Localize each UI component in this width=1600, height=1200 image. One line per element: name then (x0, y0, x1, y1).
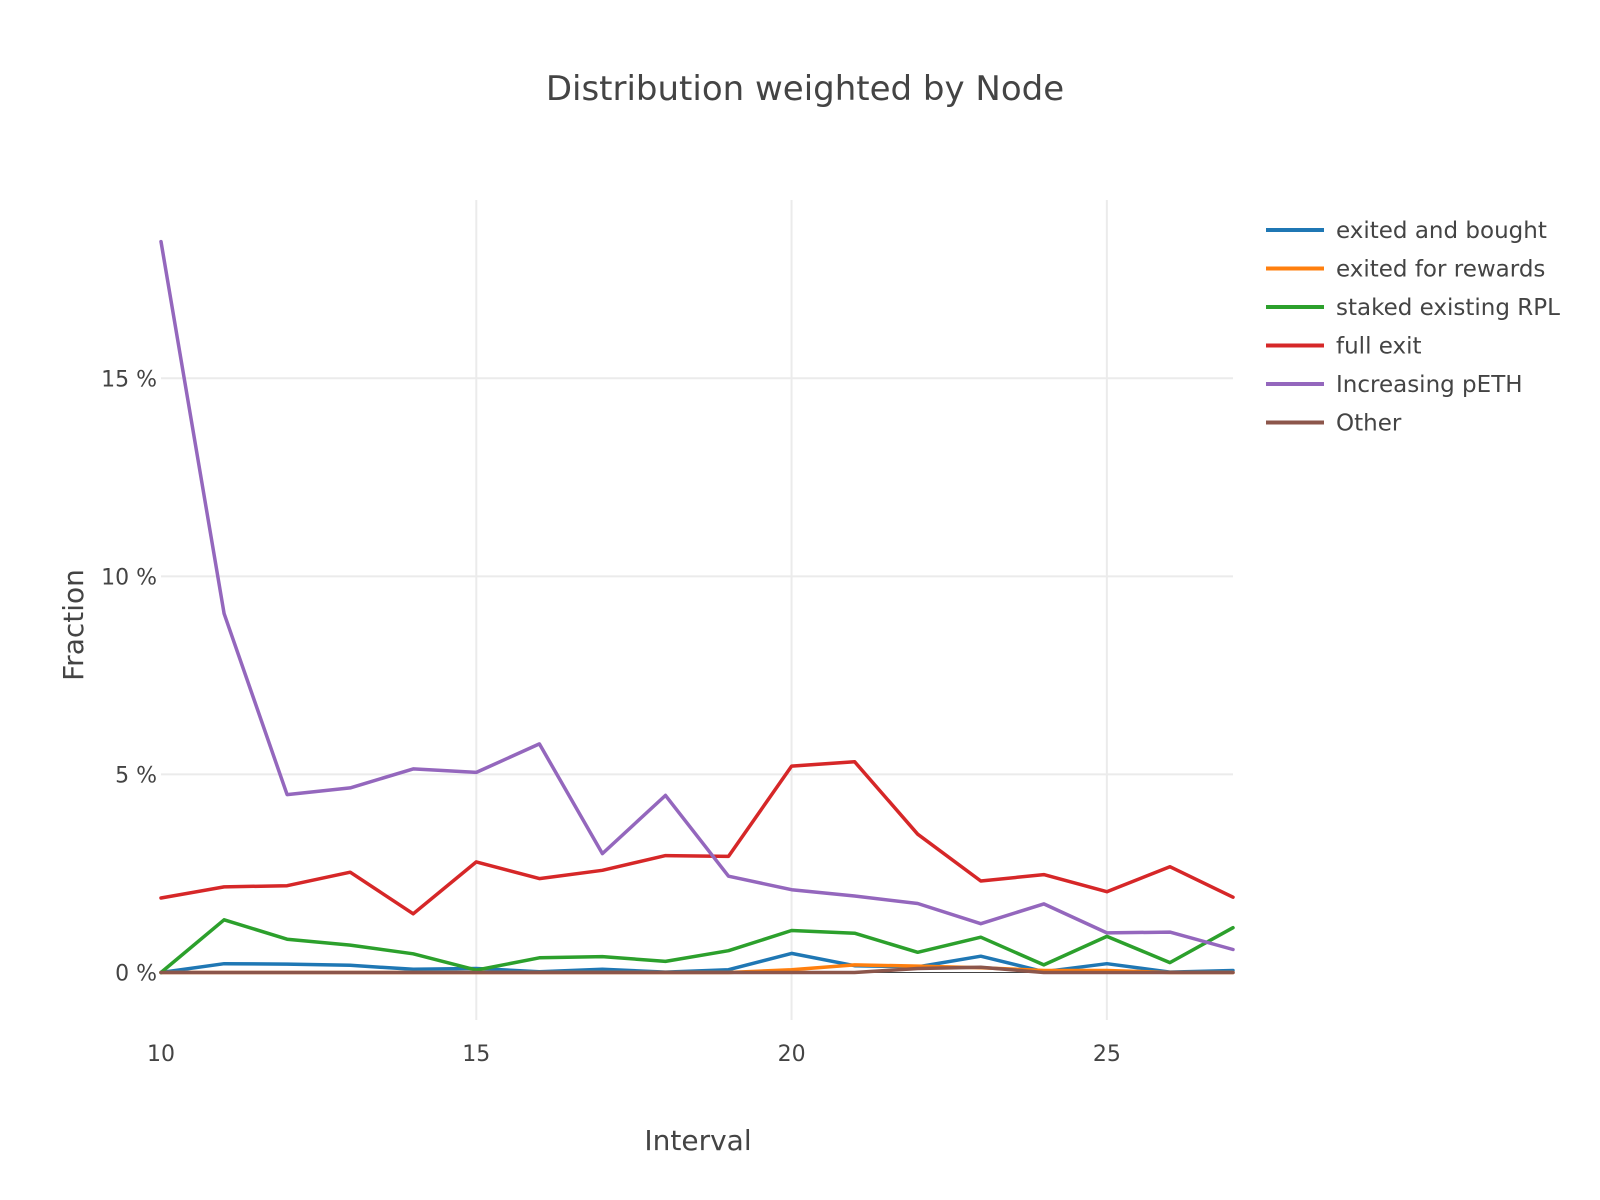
chart-title: Distribution weighted by Node (546, 69, 1064, 109)
legend-label: staked existing RPL (1336, 295, 1560, 321)
legend-label: exited and bought (1336, 218, 1547, 244)
x-tick-label: 10 (147, 1042, 175, 1067)
grid (161, 200, 1233, 1020)
y-tick-label: 0 % (115, 961, 157, 986)
legend-label: full exit (1336, 334, 1422, 360)
legend-item-full-exit[interactable]: full exit (1266, 334, 1422, 360)
series-line-increasing-peth[interactable] (159, 239, 1235, 952)
y-tick-label: 15 % (101, 367, 157, 392)
x-tick-label: 20 (778, 1042, 806, 1067)
y-axis-title: Fraction (57, 569, 90, 681)
legend-label: Increasing pETH (1336, 372, 1523, 398)
series-line-other[interactable] (159, 965, 1235, 975)
y-tick-label: 10 % (101, 565, 157, 590)
legend-label: exited for rewards (1336, 257, 1545, 283)
legend-label: Other (1336, 411, 1402, 437)
axes: 10 15 20 25 0 % 5 % 10 % 15 % (101, 367, 1121, 1067)
legend-item-exited-for-rewards[interactable]: exited for rewards (1266, 257, 1545, 283)
series-line-staked-existing-rpl[interactable] (159, 918, 1235, 975)
legend-item-other[interactable]: Other (1266, 411, 1402, 437)
x-tick-label: 25 (1093, 1042, 1121, 1067)
x-tick-label: 15 (462, 1042, 490, 1067)
plot-area (159, 239, 1235, 975)
y-tick-label: 5 % (115, 763, 157, 788)
x-axis-title: Interval (644, 1124, 751, 1157)
legend-item-increasing-peth[interactable]: Increasing pETH (1266, 372, 1523, 398)
legend-item-exited-and-bought[interactable]: exited and bought (1266, 218, 1547, 244)
legend-item-staked-existing-rpl[interactable]: staked existing RPL (1266, 295, 1560, 321)
series-line-full-exit[interactable] (159, 759, 1235, 916)
legend[interactable]: exited and bought exited for rewards stake… (1266, 218, 1560, 437)
